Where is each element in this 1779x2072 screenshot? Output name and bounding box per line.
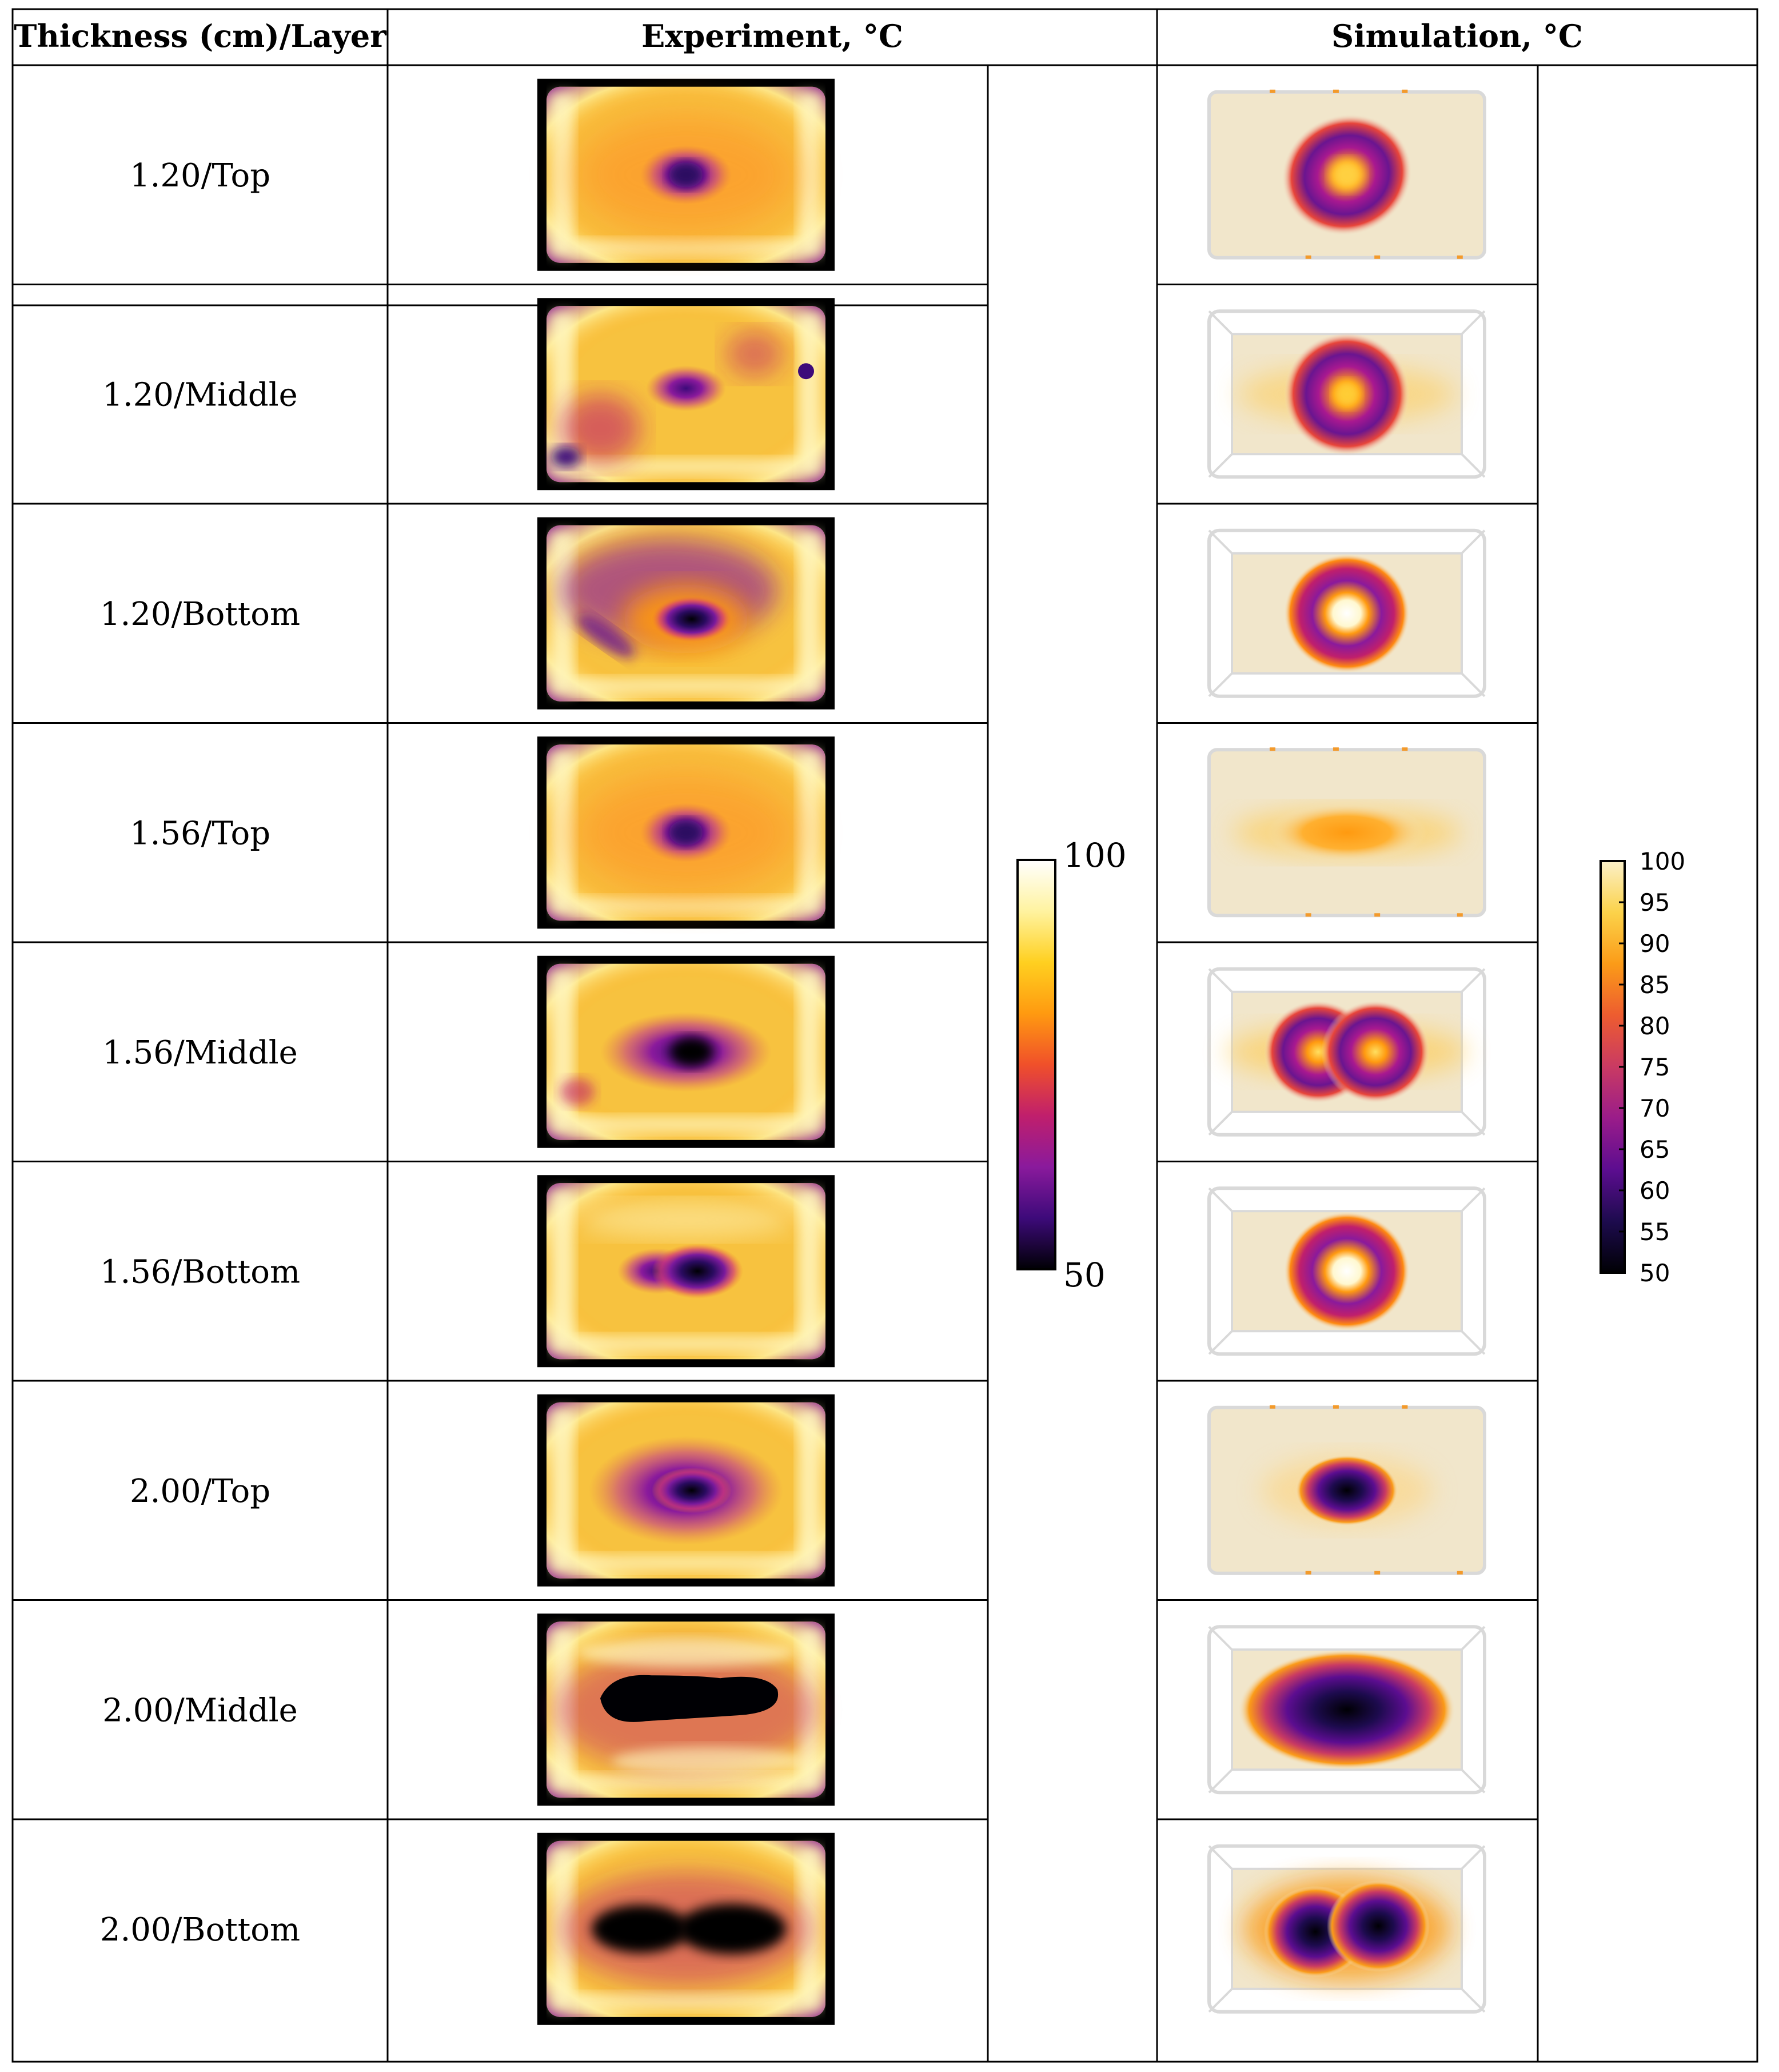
simulation-thermal-image xyxy=(1207,1844,1486,2014)
row-label: 1.20/Top xyxy=(130,157,270,194)
row-label: 1.56/Middle xyxy=(102,1034,298,1071)
experiment-thermal-image xyxy=(537,298,835,491)
table-rows: 1.20/Top 1.20/Middle 1.20/Bottom 1.56/Top 1.… xyxy=(100,78,1486,2025)
row-label: 2.00/Top xyxy=(130,1473,270,1510)
simulation-thermal-image xyxy=(1207,1186,1486,1356)
experiment-thermal-image xyxy=(537,1832,835,2025)
sim-colorbar-tick-label: 60 xyxy=(1640,1177,1670,1205)
sim-edge-speck xyxy=(1305,913,1311,917)
table-row: 1.20/Middle xyxy=(102,298,1486,491)
table-grid xyxy=(11,8,1758,2063)
sim-edge-speck xyxy=(1333,89,1339,93)
sim-edge-speck xyxy=(1457,913,1463,917)
sim-edge-speck xyxy=(1374,255,1381,259)
row-dividers xyxy=(13,284,1538,1820)
sim-colorbar-tick-label: 90 xyxy=(1640,930,1670,958)
table-row: 1.56/Bottom xyxy=(100,1175,1486,1368)
sim-edge-speck xyxy=(1374,1571,1381,1575)
row-label: 2.00/Bottom xyxy=(100,1911,300,1949)
sim-colorbar-tick-label: 70 xyxy=(1640,1094,1670,1122)
experiment-colorbar-max-label: 100 xyxy=(1063,836,1127,875)
sim-colorbar-tick-label: 95 xyxy=(1640,888,1670,917)
sim-colorbar-tick-label: 50 xyxy=(1640,1259,1670,1287)
experiment-thermal-image xyxy=(537,736,835,929)
simulation-thermal-image xyxy=(1207,1625,1486,1795)
experiment-thermal-image xyxy=(537,1394,835,1587)
sim-edge-speck xyxy=(1374,913,1381,917)
table-row: 1.20/Bottom xyxy=(100,517,1486,710)
simulation-thermal-image xyxy=(1207,309,1486,479)
experiment-colorbar-gradient xyxy=(1016,859,1056,1270)
sim-edge-speck xyxy=(1305,1571,1311,1575)
experiment-thermal-image xyxy=(537,1175,835,1368)
header-simulation: Simulation, °C xyxy=(1331,18,1583,54)
simulation-thermal-image xyxy=(1207,89,1486,260)
row-label: 1.20/Bottom xyxy=(100,596,300,633)
simulation-thermal-image xyxy=(1207,1405,1486,1575)
experiment-colorbar: 100 50 xyxy=(1016,836,1127,1294)
simulation-thermal-image xyxy=(1207,528,1486,698)
table-row: 1.20/Top xyxy=(130,78,1486,271)
row-label: 1.56/Bottom xyxy=(100,1253,300,1290)
experiment-thermal-image xyxy=(537,78,835,271)
sim-colorbar-tick-label: 80 xyxy=(1640,1012,1670,1040)
sim-colorbar-tick-label: 85 xyxy=(1640,971,1670,999)
table-row: 1.56/Top xyxy=(130,736,1486,929)
row-label: 1.20/Middle xyxy=(102,376,298,413)
row-label: 1.56/Top xyxy=(130,815,270,852)
simulation-thermal-image xyxy=(1207,967,1486,1137)
table-row: 2.00/Top xyxy=(130,1394,1486,1587)
sim-edge-speck xyxy=(1402,89,1408,93)
sim-edge-speck xyxy=(1270,89,1276,93)
sim-edge-speck xyxy=(1457,1571,1463,1575)
sim-edge-speck xyxy=(1457,255,1463,259)
experiment-thermal-image xyxy=(537,955,835,1148)
sim-edge-speck xyxy=(1402,1405,1408,1409)
table-row: 1.56/Middle xyxy=(102,955,1486,1148)
sim-edge-speck xyxy=(1270,1405,1276,1409)
experiment-thermal-image xyxy=(537,517,835,710)
experiment-thermal-image xyxy=(537,1613,835,1806)
header-experiment: Experiment, °C xyxy=(641,18,903,54)
simulation-thermal-image xyxy=(1207,747,1486,918)
table-row: 2.00/Middle xyxy=(102,1613,1486,1806)
sim-colorbar-tick-label: 100 xyxy=(1640,847,1685,875)
experiment-colorbar-min-label: 50 xyxy=(1063,1256,1106,1294)
sim-edge-speck xyxy=(1333,747,1339,751)
sim-colorbar-tick-label: 55 xyxy=(1640,1218,1670,1246)
sim-edge-speck xyxy=(1305,255,1311,259)
simulation-colorbar: 100 95 90 85 80 75 70 65 60 55 50 xyxy=(1599,847,1685,1287)
row-label: 2.00/Middle xyxy=(102,1692,298,1729)
table-row: 2.00/Bottom xyxy=(100,1832,1486,2025)
sim-colorbar-tick-label: 75 xyxy=(1640,1053,1670,1081)
sim-edge-speck xyxy=(1270,747,1276,751)
sim-edge-speck xyxy=(1333,1405,1339,1409)
header-thickness-layer: Thickness (cm)/Layer xyxy=(14,18,386,54)
sim-colorbar-tick-label: 65 xyxy=(1640,1135,1670,1163)
sim-edge-speck xyxy=(1402,747,1408,751)
simulation-colorbar-ticks: 100 95 90 85 80 75 70 65 60 55 50 xyxy=(1619,847,1685,1287)
